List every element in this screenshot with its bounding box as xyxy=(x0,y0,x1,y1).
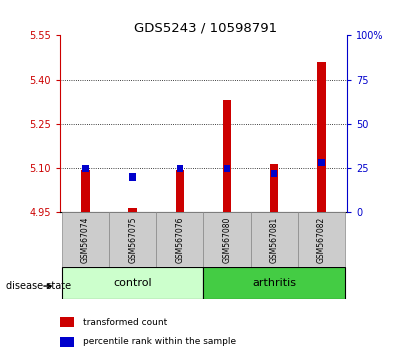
Text: transformed count: transformed count xyxy=(83,318,167,327)
Bar xyxy=(129,208,137,212)
Bar xyxy=(203,267,345,299)
Bar xyxy=(60,337,74,347)
Text: GDS5243 / 10598791: GDS5243 / 10598791 xyxy=(134,21,277,34)
Text: GSM567074: GSM567074 xyxy=(81,217,90,263)
Bar xyxy=(60,318,74,327)
Bar xyxy=(62,267,203,299)
Bar xyxy=(224,165,230,172)
Bar xyxy=(270,164,278,212)
Text: disease state: disease state xyxy=(6,281,71,291)
Text: GSM567080: GSM567080 xyxy=(222,217,231,263)
Text: percentile rank within the sample: percentile rank within the sample xyxy=(83,337,236,347)
Bar xyxy=(203,212,251,267)
Bar xyxy=(177,165,183,172)
Text: GSM567081: GSM567081 xyxy=(270,217,279,263)
Bar xyxy=(298,212,345,267)
Bar xyxy=(81,170,90,212)
Bar xyxy=(109,212,156,267)
Bar xyxy=(223,100,231,212)
Text: GSM567082: GSM567082 xyxy=(317,217,326,263)
Bar xyxy=(175,170,184,212)
Bar xyxy=(82,165,89,172)
Bar xyxy=(271,170,277,177)
Bar xyxy=(317,62,326,212)
Bar xyxy=(318,159,325,166)
Bar xyxy=(156,212,203,267)
Text: control: control xyxy=(113,278,152,288)
Text: GSM567076: GSM567076 xyxy=(175,217,185,263)
Text: GSM567075: GSM567075 xyxy=(128,217,137,263)
Bar xyxy=(251,212,298,267)
Bar xyxy=(62,212,109,267)
Bar xyxy=(129,173,136,181)
Text: arthritis: arthritis xyxy=(252,278,296,288)
FancyArrowPatch shape xyxy=(44,284,51,288)
